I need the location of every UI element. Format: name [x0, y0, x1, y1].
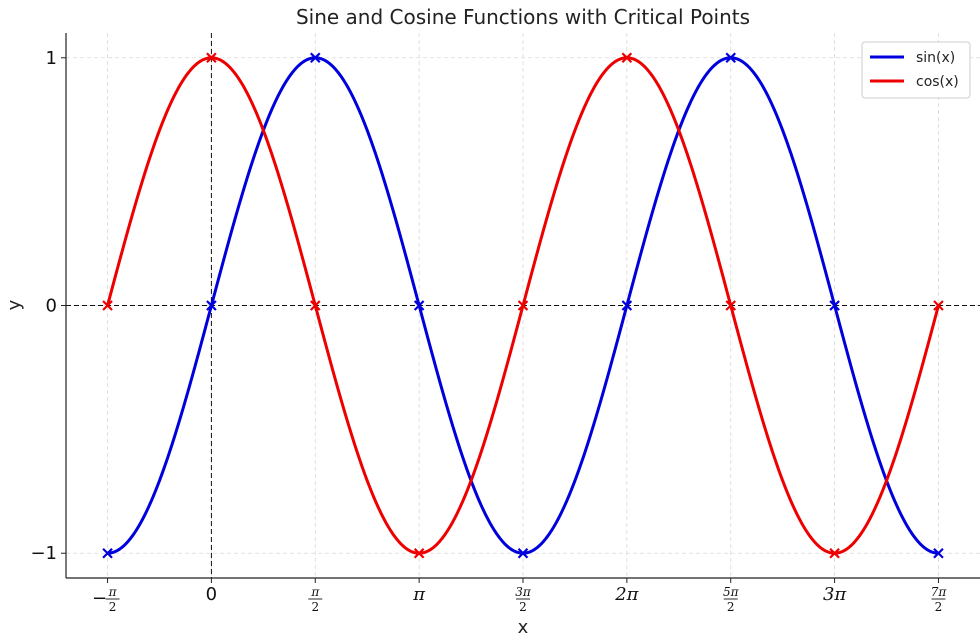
critical-point-sin [206, 300, 217, 311]
x-tick-label: 3π2 [515, 585, 532, 614]
x-tick-label: π2 [308, 585, 323, 614]
marker-stroke [309, 52, 321, 64]
y-tick-label: 1 [46, 48, 57, 69]
marker-stroke [206, 300, 217, 311]
critical-point-sin [933, 547, 944, 559]
x-tick-label: − π2 [92, 585, 120, 614]
marker-stroke [621, 52, 633, 64]
x-tick-label: 3π [823, 584, 847, 605]
critical-point-sin [309, 52, 321, 64]
x-tick-denominator: 2 [109, 600, 117, 614]
x-tick-numerator: π [108, 585, 118, 599]
critical-point-cos [725, 300, 737, 311]
marker-stroke [725, 300, 737, 311]
critical-point-cos [102, 300, 113, 311]
critical-point-sin [621, 300, 633, 311]
x-tick-sign: − [92, 588, 107, 609]
x-tick-numerator: π [310, 585, 320, 599]
critical-point-cos [206, 52, 217, 64]
marker-stroke [309, 300, 321, 311]
marker-stroke [829, 547, 840, 559]
y-ticks: −1 0 1 [30, 48, 66, 564]
x-tick-denominator: 2 [311, 600, 319, 614]
critical-point-sin [102, 547, 113, 559]
marker-stroke [413, 300, 425, 311]
marker-stroke [725, 52, 737, 64]
critical-point-sin [829, 300, 840, 311]
critical-point-cos [621, 52, 633, 64]
critical-point-cos [309, 300, 321, 311]
critical-point-cos [933, 300, 944, 311]
marker-stroke [933, 300, 944, 311]
legend-label-cos: cos(x) [916, 74, 959, 90]
x-axis-label: x [518, 617, 529, 633]
marker-stroke [102, 300, 113, 311]
x-tick-label: 5π2 [723, 585, 740, 614]
legend-label-sin: sin(x) [916, 50, 955, 66]
critical-point-cos [413, 547, 425, 559]
x-tick-numerator: 5π [723, 585, 740, 599]
x-tick-label: 0 [206, 584, 217, 605]
x-tick-label: 2π [614, 584, 639, 605]
critical-point-sin [517, 547, 529, 559]
y-tick-label: −1 [30, 543, 57, 564]
critical-points [102, 52, 944, 559]
x-tick-denominator: 2 [519, 600, 527, 614]
x-tick-label: 7π2 [931, 585, 948, 614]
x-tick-denominator: 2 [727, 600, 735, 614]
marker-stroke [206, 52, 217, 64]
marker-stroke [517, 547, 529, 559]
marker-stroke [517, 300, 529, 311]
marker-stroke [102, 547, 113, 559]
critical-point-sin [413, 300, 425, 311]
marker-stroke [621, 300, 633, 311]
x-tick-numerator: 3π [515, 585, 532, 599]
marker-stroke [413, 547, 425, 559]
chart-title: Sine and Cosine Functions with Critical … [296, 5, 750, 29]
y-tick-label: 0 [46, 296, 57, 317]
x-tick-denominator: 2 [935, 600, 943, 614]
critical-point-sin [725, 52, 737, 64]
x-tick-label: π [412, 584, 426, 605]
legend: sin(x) cos(x) [861, 41, 971, 99]
x-tick-numerator: 7π [931, 585, 948, 599]
marker-stroke [933, 547, 944, 559]
critical-point-cos [829, 547, 840, 559]
critical-point-cos [517, 300, 529, 311]
marker-stroke [829, 300, 840, 311]
y-axis-label: y [4, 299, 25, 310]
